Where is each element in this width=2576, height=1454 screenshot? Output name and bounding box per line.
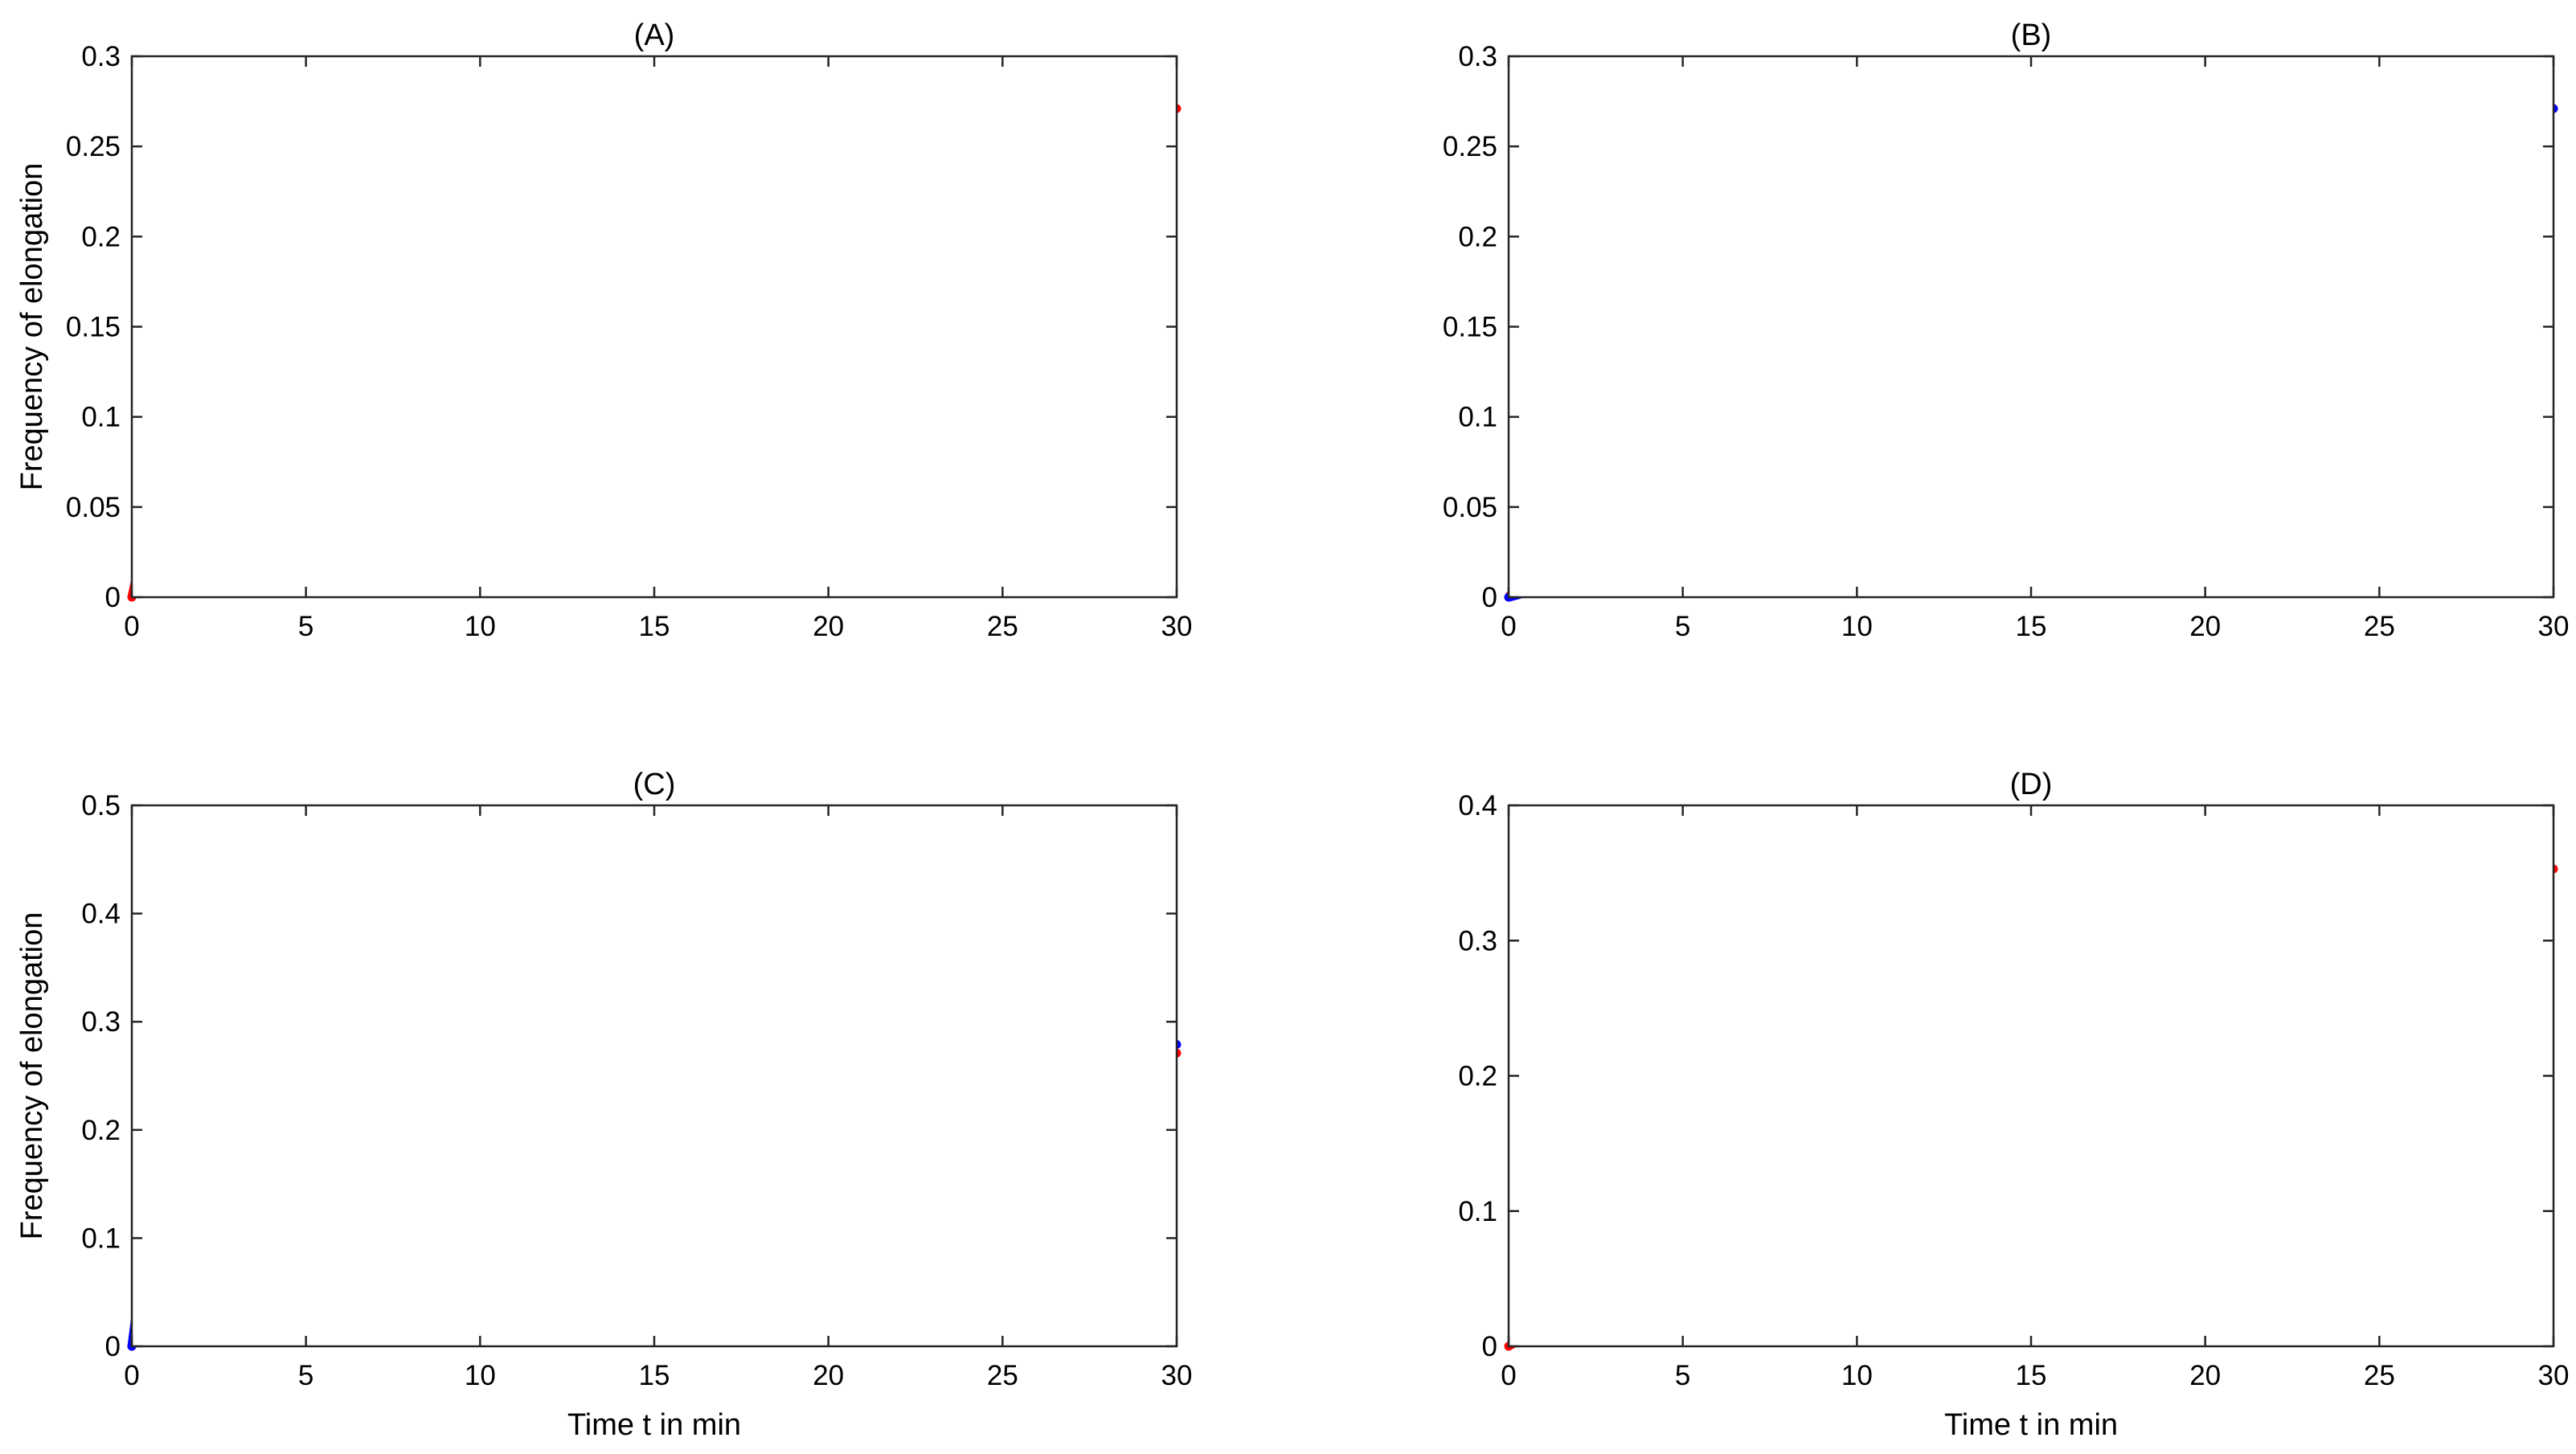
panel-c-xtick-label-2: 10 xyxy=(465,1360,496,1391)
panel-b-ytick-label-5: 0.25 xyxy=(1443,131,1497,162)
panel-d-ytick-label-4: 0.4 xyxy=(1458,790,1497,821)
panel-c-xtick-label-4: 20 xyxy=(813,1360,844,1391)
panel-d-ytick-label-0: 0 xyxy=(1482,1331,1497,1362)
panel-a-xtick-label-5: 25 xyxy=(987,611,1018,642)
panel-a-xtick-label-0: 0 xyxy=(124,611,139,642)
panel-b-xtick-label-6: 30 xyxy=(2538,611,2570,642)
panel-a-ytick-label-4: 0.2 xyxy=(81,221,121,252)
panel-a-ytick-label-0: 0 xyxy=(105,582,121,613)
panel-a-ytick-label-5: 0.25 xyxy=(66,131,121,162)
panel-d-xtick-label-5: 25 xyxy=(2364,1360,2395,1391)
panel-c: 0 5 10 15 20 25 30 0 0.1 0.2 0.3 0.4 0.5 (C) Time t in… xyxy=(15,768,1192,1442)
panel-d-ytick-label-2: 0.2 xyxy=(1458,1061,1497,1092)
panel-c-ytick-label-0: 0 xyxy=(105,1331,121,1362)
panel-a-xtick-label-4: 20 xyxy=(813,611,844,642)
panel-a-frame xyxy=(130,55,1178,599)
panel-c-ytick-label-2: 0.2 xyxy=(81,1115,121,1146)
panel-a-ylabel: Frequency of elongation xyxy=(15,163,49,491)
panel-d-xtick-label-6: 30 xyxy=(2538,1360,2570,1391)
panel-b-title: (B) xyxy=(2011,18,2052,52)
panel-d-title: (D) xyxy=(2010,768,2053,801)
panel-a-ytick-label-6: 0.3 xyxy=(81,41,121,72)
panel-d-xtick-label-0: 0 xyxy=(1501,1360,1516,1391)
panel-c-xtick-label-5: 25 xyxy=(987,1360,1018,1391)
panel-c-xlabel: Time t in min xyxy=(567,1408,741,1442)
panel-d-xtick-label-3: 15 xyxy=(2016,1360,2047,1391)
panel-c-ytick-label-5: 0.5 xyxy=(81,790,121,821)
panel-c-xtick-label-6: 30 xyxy=(1161,1360,1193,1391)
panel-c-xtick-label-3: 15 xyxy=(639,1360,670,1391)
panel-b-xtick-label-3: 15 xyxy=(2016,611,2047,642)
panel-c-xtick-label-1: 5 xyxy=(298,1360,313,1391)
panel-b-xtick-label-0: 0 xyxy=(1501,611,1516,642)
panel-c-ytick-label-1: 0.1 xyxy=(81,1223,121,1254)
panel-a: 0 5 10 15 20 25 30 0 0.05 0.1 0.15 0.2 0.25 0.3 (A) Fre… xyxy=(15,18,1192,642)
panel-a-title: (A) xyxy=(634,18,675,52)
panel-b-xtick-label-2: 10 xyxy=(1841,611,1873,642)
panel-b-ytick-label-6: 0.3 xyxy=(1458,41,1497,72)
panel-c-frame xyxy=(130,804,1178,1348)
panel-d-ytick-label-3: 0.3 xyxy=(1458,925,1497,956)
panel-a-xtick-label-6: 30 xyxy=(1161,611,1193,642)
panel-a-xtick-label-3: 15 xyxy=(639,611,670,642)
panel-b-ytick-label-3: 0.15 xyxy=(1443,312,1497,343)
panel-d-xtick-label-1: 5 xyxy=(1675,1360,1690,1391)
panel-a-xtick-label-2: 10 xyxy=(465,611,496,642)
panel-b-xtick-label-5: 25 xyxy=(2364,611,2395,642)
panel-b-ytick-label-1: 0.05 xyxy=(1443,492,1497,523)
panel-d-frame xyxy=(1507,804,2555,1348)
panel-a-xtick-label-1: 5 xyxy=(298,611,313,642)
panel-c-xtick-label-0: 0 xyxy=(124,1360,139,1391)
panel-b-ytick-label-0: 0 xyxy=(1482,582,1497,613)
panel-a-ytick-label-1: 0.05 xyxy=(66,492,121,523)
panel-c-ytick-label-3: 0.3 xyxy=(81,1006,121,1038)
panel-c-ylabel: Frequency of elongation xyxy=(15,912,49,1240)
panel-b: 0 5 10 15 20 25 30 0 0.05 0.1 0.15 0.2 0.25 0.3 (B) xyxy=(1443,18,2570,642)
panel-d-xtick-label-4: 20 xyxy=(2189,1360,2221,1391)
panel-c-title: (C) xyxy=(633,768,676,801)
panel-a-ytick-label-2: 0.1 xyxy=(81,402,121,433)
panel-b-xtick-label-1: 5 xyxy=(1675,611,1690,642)
panel-d-xlabel: Time t in min xyxy=(1944,1408,2118,1442)
panel-b-ytick-label-4: 0.2 xyxy=(1458,221,1497,252)
panel-d: 0 5 10 15 20 25 30 0 0.1 0.2 0.3 0.4 (D) Time t in mi… xyxy=(1458,768,2569,1442)
panel-c-ytick-label-4: 0.4 xyxy=(81,899,121,930)
panel-b-frame xyxy=(1507,55,2555,599)
panel-b-xtick-label-4: 20 xyxy=(2189,611,2221,642)
panel-d-ytick-label-1: 0.1 xyxy=(1458,1196,1497,1227)
panel-a-ytick-label-3: 0.15 xyxy=(66,312,121,343)
panel-b-ytick-label-2: 0.1 xyxy=(1458,402,1497,433)
panel-d-xtick-label-2: 10 xyxy=(1841,1360,1873,1391)
